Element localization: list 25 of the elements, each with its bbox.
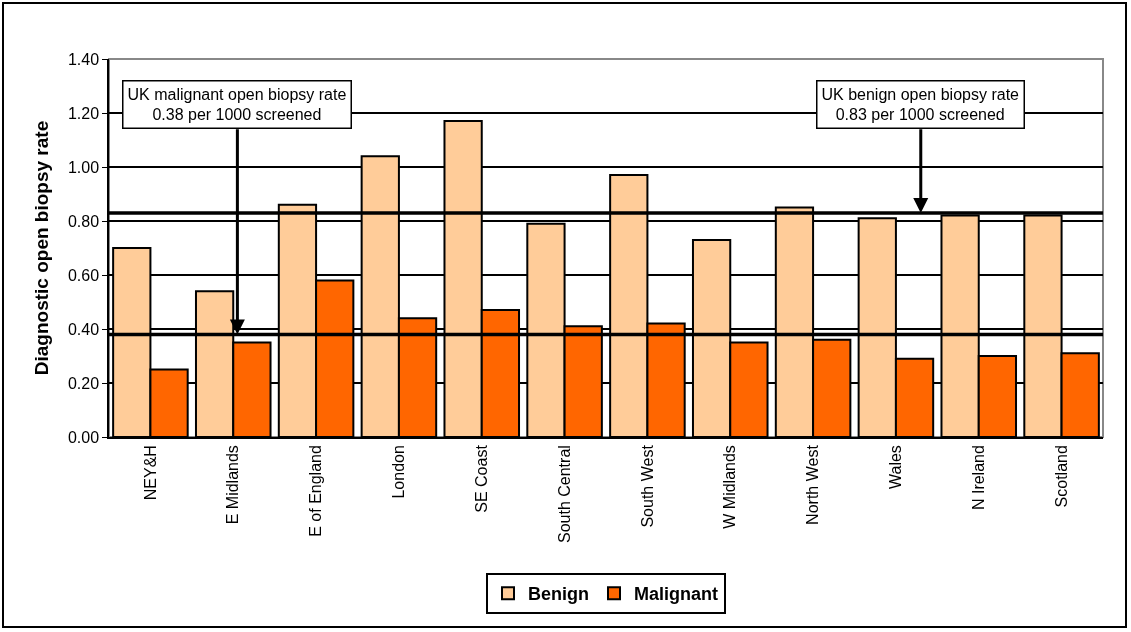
ref-line-label: UK benign open biopsy rate 0.83 per 1000 screened bbox=[821, 85, 1020, 124]
y-tick-label: 0.80 bbox=[67, 212, 100, 230]
legend-label: Malignant bbox=[634, 584, 718, 605]
y-axis-title: Diagnostic open biopsy rate bbox=[31, 120, 53, 376]
x-tick-label: NEY&H bbox=[141, 445, 159, 501]
y-tick-label: 0.00 bbox=[67, 428, 100, 446]
x-tick-label: N Ireland bbox=[969, 445, 987, 511]
x-tick-label: E of England bbox=[307, 445, 325, 537]
x-tick-label: W Midlands bbox=[721, 445, 739, 529]
y-tick-label: 1.40 bbox=[67, 50, 100, 68]
x-tick-label: South Central bbox=[555, 445, 573, 543]
y-tick-label: 0.60 bbox=[67, 266, 100, 284]
x-tick-label: Wales bbox=[887, 445, 905, 490]
x-tick-label: North West bbox=[804, 444, 822, 525]
x-tick-label: London bbox=[390, 445, 408, 499]
x-tick-label: E Midlands bbox=[224, 445, 242, 525]
ref-line-label: UK malignant open biopsy rate 0.38 per 1000 screened bbox=[127, 85, 347, 124]
x-tick-label: Scotland bbox=[1052, 445, 1070, 508]
y-tick-label: 0.20 bbox=[67, 374, 100, 392]
y-tick-label: 0.40 bbox=[67, 320, 100, 338]
legend-label: Benign bbox=[528, 584, 589, 605]
x-tick-label: SE Coast bbox=[472, 444, 490, 513]
x-tick-label: South West bbox=[638, 444, 656, 528]
y-tick-label: 1.00 bbox=[67, 158, 100, 176]
y-tick-label: 1.20 bbox=[67, 104, 100, 122]
